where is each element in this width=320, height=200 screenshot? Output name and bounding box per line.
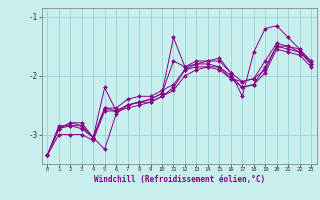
X-axis label: Windchill (Refroidissement éolien,°C): Windchill (Refroidissement éolien,°C) (94, 175, 265, 184)
